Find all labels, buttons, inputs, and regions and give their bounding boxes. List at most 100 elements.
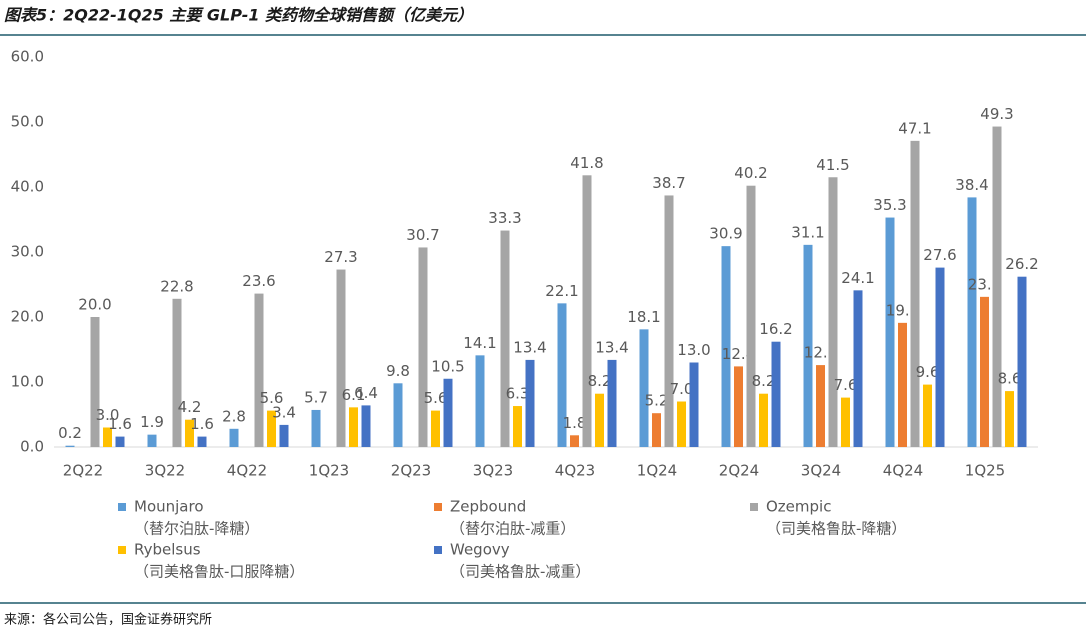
legend-swatch [118, 546, 126, 554]
bar [185, 419, 194, 447]
bar [279, 424, 289, 447]
value-label: 30.9 [709, 225, 742, 243]
legend-swatch [118, 503, 126, 511]
bar [664, 195, 674, 447]
y-tick-label: 0.0 [20, 438, 44, 456]
value-label: 1.8 [563, 414, 587, 432]
x-tick-label: 3Q24 [801, 462, 841, 480]
value-label: 27.6 [923, 246, 956, 264]
value-label: 8.6 [998, 370, 1022, 388]
value-label: 6.3 [506, 385, 530, 403]
legend-note: （司美格鲁肽-口服降糖） [134, 563, 304, 581]
value-label: 0.2 [58, 424, 82, 442]
bar [267, 410, 276, 447]
bar [1005, 391, 1014, 447]
legend-swatch [434, 546, 442, 554]
bar [677, 401, 686, 447]
source: 来源：各公司公告，国金证券研究所 [4, 612, 212, 628]
bar [898, 322, 907, 447]
legend-note: （替尔泊肽-减重） [450, 520, 575, 538]
value-label: 31.1 [791, 223, 824, 241]
bar [923, 384, 932, 447]
value-label: 5.2 [645, 392, 669, 410]
bar [393, 383, 403, 447]
value-label: 22.8 [160, 277, 193, 295]
bar [229, 428, 239, 447]
legend-swatch [750, 503, 758, 511]
bar [734, 366, 743, 447]
y-tick-label: 20.0 [11, 308, 44, 326]
value-label: 38.7 [652, 174, 685, 192]
value-label: 7.6 [834, 376, 858, 394]
value-label: 1.9 [140, 413, 164, 431]
value-label: 26.2 [1005, 255, 1038, 273]
value-label: 10.5 [431, 357, 464, 375]
value-label: 47.1 [898, 119, 931, 137]
y-tick-label: 10.0 [11, 373, 44, 391]
value-label: 9.6 [916, 363, 940, 381]
legend-label: Mounjaro [134, 498, 204, 516]
bar [885, 217, 895, 447]
value-label: 8.2 [588, 372, 612, 390]
bar [595, 393, 604, 447]
x-tick-label: 3Q22 [145, 462, 185, 480]
bar [103, 427, 112, 447]
bar [841, 397, 850, 447]
bar [443, 378, 453, 447]
bar [557, 303, 567, 447]
bar [147, 434, 157, 447]
bar [746, 185, 756, 447]
x-tick-label: 1Q25 [965, 462, 1005, 480]
chart-title: 图表5：2Q22-1Q25 主要 GLP-1 类药物全球销售额（亿美元） [4, 6, 473, 25]
value-label: 8.2 [752, 372, 776, 390]
bar [639, 329, 649, 447]
x-tick-label: 1Q23 [309, 462, 349, 480]
bar [967, 197, 977, 447]
legend-label: Zepbound [450, 498, 526, 516]
y-tick-label: 30.0 [11, 243, 44, 261]
legend-label: Rybelsus [134, 541, 201, 559]
bar [816, 365, 825, 447]
value-label: 41.8 [570, 154, 603, 172]
bar [910, 140, 920, 447]
bar [582, 175, 592, 448]
legend-label: Ozempic [766, 498, 831, 516]
value-label: 38.4 [955, 176, 988, 194]
bar [90, 317, 100, 447]
x-tick-label: 3Q23 [473, 462, 513, 480]
bar [992, 126, 1002, 448]
bar [1017, 276, 1027, 447]
value-label: 6.1 [342, 386, 366, 404]
bar [197, 436, 207, 447]
value-label: 40.2 [734, 164, 767, 182]
value-label: 13.0 [677, 341, 710, 359]
bar [853, 290, 863, 447]
x-tick-label: 4Q22 [227, 462, 267, 480]
bar [254, 293, 264, 447]
value-label: 3.4 [272, 403, 296, 421]
value-label: 9.8 [386, 362, 410, 380]
value-label: 22.1 [545, 282, 578, 300]
bar [652, 413, 661, 447]
value-label: 14.1 [463, 334, 496, 352]
legend-swatch [434, 503, 442, 511]
value-label: 5.6 [424, 389, 448, 407]
bar [500, 230, 510, 447]
bar [607, 359, 617, 447]
bar [336, 269, 346, 447]
bar [771, 341, 781, 447]
bar [475, 355, 485, 447]
legend-note: （司美格鲁肽-降糖） [766, 520, 906, 538]
bar [311, 409, 321, 447]
value-label: 5.7 [304, 388, 328, 406]
value-label: 6.4 [354, 384, 378, 402]
value-label: 41.5 [816, 156, 849, 174]
bar [689, 362, 699, 447]
bar [172, 298, 182, 447]
value-label: 20.0 [78, 296, 111, 314]
value-label: 7.0 [670, 380, 694, 398]
bar [65, 445, 75, 447]
bar [525, 359, 535, 447]
value-label: 13.4 [595, 338, 628, 356]
value-label: 16.2 [759, 320, 792, 338]
